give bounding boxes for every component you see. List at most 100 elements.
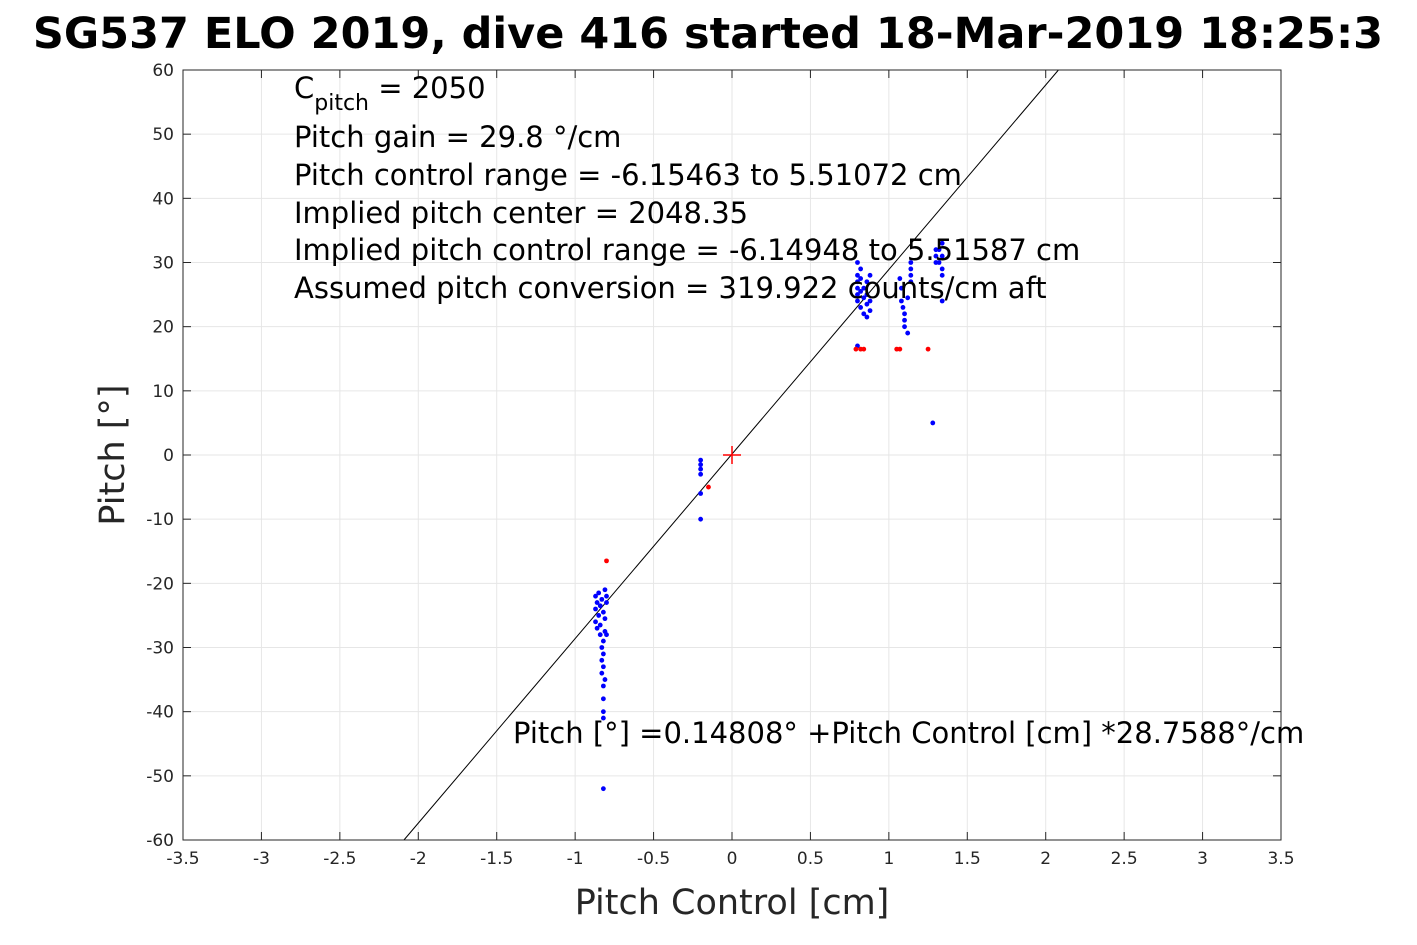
y-tick-label: -50 [146,767,174,787]
data-point-blue [594,625,600,631]
data-point-blue [698,516,704,522]
data-point-blue [698,457,704,463]
x-tick-label: 1.5 [954,849,981,869]
data-point-blue [939,240,945,246]
data-point-blue [597,622,603,628]
data-point-blue [600,696,606,702]
data-point-blue [902,317,907,323]
x-ticks: -3.5 -3 -2.5 -2 -1.5 -1 -0.5 0 0.5 1 1.5 2 2.5 3 3.5 [166,70,1295,869]
data-point-blue [600,786,606,792]
data-point-blue [939,253,945,259]
data-point-blue [602,616,608,622]
x-tick-label: -2.5 [323,849,356,869]
data-point-blue [698,491,704,496]
data-point-blue [593,619,598,625]
data-point-blue [855,279,860,285]
data-point-red [861,346,867,352]
x-tick-label: -0.5 [637,849,670,869]
data-point-blue [596,590,602,596]
annotation-c-pitch: Cpitch = 2050 [294,71,486,116]
x-tick-label: 2.5 [1111,849,1138,869]
y-tick-label: 0 [163,446,174,466]
data-point-blue [600,651,606,657]
data-point-blue [900,305,906,310]
x-axis-label: Pitch Control [cm] [575,883,890,923]
data-point-blue [698,471,704,477]
data-point-red [925,346,931,352]
data-point-blue [861,295,867,301]
x-tick-label: -3 [253,849,270,869]
data-point-blue [933,253,939,259]
annotation-pitch-control-range: Pitch control range = -6.15463 to 5.5107… [294,158,962,192]
data-point-blue [908,279,914,285]
data-point-blue [698,466,704,472]
x-tick-label: 3.5 [1267,849,1294,869]
data-point-blue [864,301,870,307]
annotation-fit-equation: Pitch [°] =0.14808° +Pitch Control [cm] … [513,716,1304,750]
data-point-blue [897,276,903,281]
x-tick-label: 0.5 [797,849,824,869]
data-point-blue [698,462,704,468]
data-point-blue [593,606,598,612]
data-point-blue [939,266,945,272]
y-tick-label: -10 [146,510,174,530]
data-point-blue [908,272,914,278]
y-tick-label: 30 [152,254,174,274]
y-axis-label: Pitch [°] [93,384,133,525]
data-point-blue [604,632,609,638]
y-tick-label: -40 [146,703,174,723]
center-marker-group [723,446,741,464]
data-point-blue [855,298,860,304]
data-point-blue [936,247,942,253]
data-point-blue [908,260,914,265]
data-point-blue [855,292,860,297]
x-tick-label: -2 [410,849,427,869]
data-point-blue [939,272,945,278]
data-point-blue [905,330,911,336]
data-point-blue [602,677,608,682]
data-point-blue [908,266,914,272]
data-point-blue [600,638,606,644]
y-ticks: -60 -50 -40 -30 -20 -10 0 10 20 30 40 50 60 [146,61,1281,851]
data-point-blue [604,593,609,599]
data-point-blue [867,298,873,304]
y-tick-label: -20 [146,574,174,594]
x-tick-label: -1.5 [480,849,513,869]
data-point-blue [596,613,602,618]
data-point-blue [599,596,605,602]
data-point-blue [602,587,608,593]
data-point-blue [600,709,606,715]
annotation-implied-center: Implied pitch center = 2048.35 [294,196,748,230]
data-point-blue [902,311,907,317]
x-tick-label: 3 [1197,849,1208,869]
data-point-blue [599,670,605,676]
x-tick-label: -1 [567,849,584,869]
data-point-blue [855,272,860,278]
data-point-blue [593,593,598,599]
data-point-blue [600,683,606,689]
annotation-implied-range: Implied pitch control range = -6.14948 t… [294,233,1080,267]
chart-title: SG537 ELO 2019, dive 416 started 18-Mar-… [33,9,1383,59]
data-point-red [897,346,903,352]
x-tick-label: 2 [1040,849,1051,869]
data-point-red [853,346,859,352]
data-point-blue [867,308,873,314]
data-point-blue [861,285,867,291]
data-point-red [604,558,609,564]
data-point-blue [597,632,603,638]
data-point-blue [867,272,873,278]
data-point-blue [858,288,864,294]
data-point-blue [858,276,864,281]
annotation-pitch-gain: Pitch gain = 29.8 °/cm [294,120,621,154]
data-point-blue [855,260,860,265]
y-tick-label: 60 [152,61,174,81]
data-point-blue [939,298,945,304]
data-point-blue [930,420,936,426]
data-point-blue [599,657,605,663]
y-tick-label: 40 [152,189,174,209]
data-point-blue [600,664,606,670]
data-point-blue [600,609,606,615]
x-tick-label: 0 [727,849,738,869]
data-point-blue [858,266,864,272]
